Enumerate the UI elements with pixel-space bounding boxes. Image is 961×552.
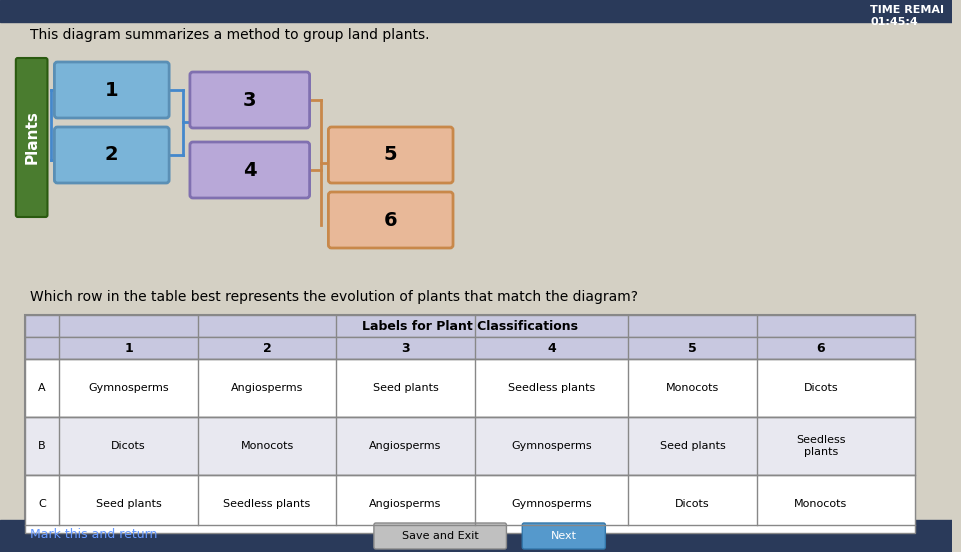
- Text: Angiosperms: Angiosperms: [369, 499, 441, 509]
- Bar: [25, 417, 914, 475]
- Text: 4: 4: [547, 342, 555, 354]
- Text: Which row in the table best represents the evolution of plants that match the di: Which row in the table best represents t…: [30, 290, 637, 304]
- Text: Gymnosperms: Gymnosperms: [510, 499, 591, 509]
- Text: TIME REMAI
01:45:4: TIME REMAI 01:45:4: [870, 5, 944, 26]
- Text: Seedless plants: Seedless plants: [507, 383, 595, 393]
- Text: 2: 2: [105, 146, 118, 164]
- Text: 5: 5: [383, 146, 397, 164]
- FancyBboxPatch shape: [522, 523, 604, 549]
- Bar: [0, 520, 950, 552]
- Text: Dicots: Dicots: [675, 499, 709, 509]
- Bar: [25, 475, 914, 533]
- Text: 3: 3: [401, 342, 409, 354]
- FancyBboxPatch shape: [374, 523, 505, 549]
- Text: Mark this and return: Mark this and return: [30, 528, 157, 542]
- Text: Next: Next: [551, 531, 577, 541]
- Text: Seedless
plants: Seedless plants: [796, 435, 845, 457]
- Text: 4: 4: [243, 161, 257, 179]
- Text: Gymnosperms: Gymnosperms: [88, 383, 169, 393]
- Bar: [0, 0, 950, 22]
- Text: Seedless plants: Seedless plants: [223, 499, 310, 509]
- Text: Gymnosperms: Gymnosperms: [510, 441, 591, 451]
- Bar: [25, 315, 914, 337]
- FancyBboxPatch shape: [328, 127, 453, 183]
- Text: Dicots: Dicots: [111, 441, 146, 451]
- Text: C: C: [38, 499, 46, 509]
- Bar: [25, 315, 914, 525]
- Text: 3: 3: [243, 91, 257, 109]
- Text: Seed plants: Seed plants: [372, 383, 438, 393]
- Text: A: A: [38, 383, 46, 393]
- Text: Monocots: Monocots: [240, 441, 293, 451]
- FancyBboxPatch shape: [55, 127, 169, 183]
- Text: 2: 2: [262, 342, 271, 354]
- Text: 6: 6: [816, 342, 825, 354]
- Text: 1: 1: [105, 81, 118, 99]
- Text: This diagram summarizes a method to group land plants.: This diagram summarizes a method to grou…: [30, 28, 429, 42]
- Bar: [25, 359, 914, 417]
- Bar: [25, 337, 914, 359]
- Text: B: B: [38, 441, 46, 451]
- Text: 5: 5: [687, 342, 696, 354]
- Text: Angiosperms: Angiosperms: [231, 383, 303, 393]
- Text: Monocots: Monocots: [794, 499, 847, 509]
- Text: Seed plants: Seed plants: [659, 441, 725, 451]
- FancyBboxPatch shape: [328, 192, 453, 248]
- FancyBboxPatch shape: [189, 72, 309, 128]
- Text: 1: 1: [124, 342, 133, 354]
- Text: Dicots: Dicots: [802, 383, 837, 393]
- Text: Seed plants: Seed plants: [95, 499, 161, 509]
- Text: 6: 6: [383, 210, 397, 230]
- Text: Save and Exit: Save and Exit: [402, 531, 478, 541]
- Text: Monocots: Monocots: [665, 383, 718, 393]
- Text: Angiosperms: Angiosperms: [369, 441, 441, 451]
- FancyBboxPatch shape: [55, 62, 169, 118]
- FancyBboxPatch shape: [15, 58, 47, 217]
- Text: Labels for Plant Classifications: Labels for Plant Classifications: [361, 320, 578, 332]
- Text: Plants: Plants: [24, 110, 39, 164]
- FancyBboxPatch shape: [189, 142, 309, 198]
